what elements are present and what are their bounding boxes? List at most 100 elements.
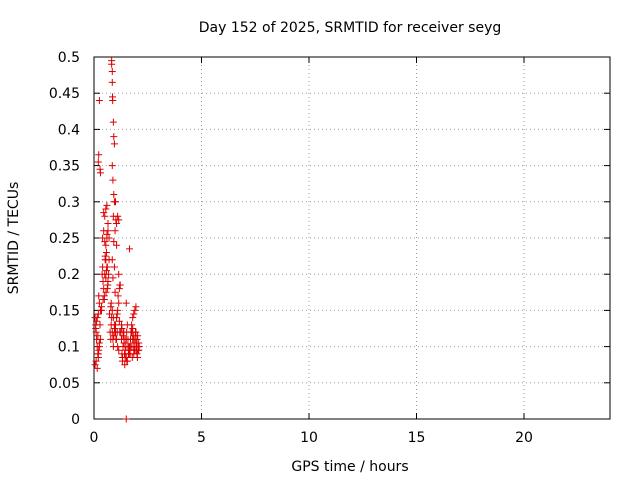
data-point (134, 343, 142, 351)
y-tick-label: 0.2 (58, 267, 80, 283)
x-axis-label: GPS time / hours (291, 459, 408, 475)
data-point (129, 325, 137, 332)
x-tick-labels: 0 5 10 15 20 (90, 430, 533, 446)
data-point (108, 306, 116, 314)
data-point (125, 350, 133, 358)
y-axis-label: SRMTID / TECUs (6, 182, 22, 295)
x-tick-label: 20 (515, 430, 533, 446)
data-point (129, 314, 137, 322)
data-point (102, 288, 110, 296)
data-point (91, 361, 99, 369)
data-point (98, 303, 106, 311)
data-point (110, 198, 118, 206)
data-point (92, 325, 100, 332)
data-point (134, 332, 142, 340)
data-points (91, 57, 143, 423)
data-point (95, 151, 103, 159)
data-point (115, 299, 123, 307)
x-tick-label: 0 (90, 430, 99, 446)
data-point (104, 227, 112, 235)
data-point (105, 270, 113, 278)
x-tick-label: 10 (300, 430, 318, 446)
data-point (135, 346, 143, 354)
grid-lines (94, 57, 610, 419)
data-point (102, 256, 110, 264)
data-point (122, 335, 130, 343)
x-tick-label: 5 (197, 430, 206, 446)
y-tick-label: 0.45 (49, 86, 80, 102)
data-point (113, 310, 121, 318)
data-point (101, 252, 109, 260)
data-point (93, 364, 101, 372)
data-point (130, 310, 138, 318)
data-point (104, 220, 112, 228)
data-point (92, 357, 100, 365)
data-point (110, 140, 118, 148)
data-point (111, 227, 119, 235)
data-point (115, 317, 123, 325)
data-point (111, 288, 119, 296)
data-point (96, 335, 104, 343)
y-tick-label: 0.25 (49, 231, 80, 247)
data-point (114, 212, 122, 220)
data-point (94, 158, 102, 166)
data-point (109, 314, 117, 322)
data-point (95, 96, 103, 104)
data-point (109, 176, 117, 184)
plot-frame (93, 56, 611, 420)
data-point (103, 234, 111, 242)
data-point (94, 310, 102, 318)
data-point (108, 162, 116, 170)
data-point (119, 353, 127, 361)
data-point (110, 191, 118, 199)
data-point (95, 343, 103, 351)
axis-ticks (93, 56, 610, 420)
y-tick-labels: 0 0.05 0.1 0.15 0.2 0.25 0.3 0.35 0.4 0.45 0.5 (49, 50, 80, 428)
data-point (102, 274, 110, 282)
data-point (102, 241, 110, 249)
data-point (94, 350, 102, 358)
data-point (119, 332, 127, 340)
data-point (128, 353, 136, 361)
data-point (110, 263, 118, 271)
data-point (123, 357, 131, 365)
data-point (110, 133, 118, 141)
data-point (108, 78, 116, 86)
data-point (103, 201, 111, 209)
data-point (114, 292, 122, 300)
data-point (96, 321, 104, 329)
data-point (113, 220, 121, 228)
data-point (105, 310, 113, 318)
data-point (99, 296, 107, 304)
data-point (122, 299, 130, 307)
data-point (101, 238, 109, 246)
data-point (110, 238, 118, 246)
data-point (121, 361, 129, 369)
data-point (101, 212, 109, 220)
data-point (115, 346, 123, 354)
y-tick-label: 0.3 (58, 195, 80, 211)
data-point (108, 256, 116, 264)
data-point (107, 303, 115, 311)
data-point (108, 60, 116, 68)
data-point (129, 335, 137, 343)
data-point (120, 328, 128, 336)
data-point (108, 67, 116, 75)
y-tick-label: 0.4 (58, 122, 80, 138)
data-point (131, 306, 139, 314)
y-tick-label: 0 (71, 412, 80, 428)
x-tick-label: 15 (408, 430, 426, 446)
data-point (127, 343, 135, 351)
data-point (93, 317, 101, 325)
data-point (102, 205, 110, 213)
data-point (94, 332, 102, 340)
data-point (109, 96, 117, 104)
data-point (110, 332, 118, 340)
data-point (93, 314, 101, 322)
data-point (103, 263, 111, 271)
data-point (133, 339, 141, 347)
y-tick-label: 0.05 (49, 376, 80, 392)
data-point (104, 281, 112, 289)
data-point (116, 281, 124, 289)
chart-title: Day 152 of 2025, SRMTID for receiver sey… (199, 20, 502, 36)
